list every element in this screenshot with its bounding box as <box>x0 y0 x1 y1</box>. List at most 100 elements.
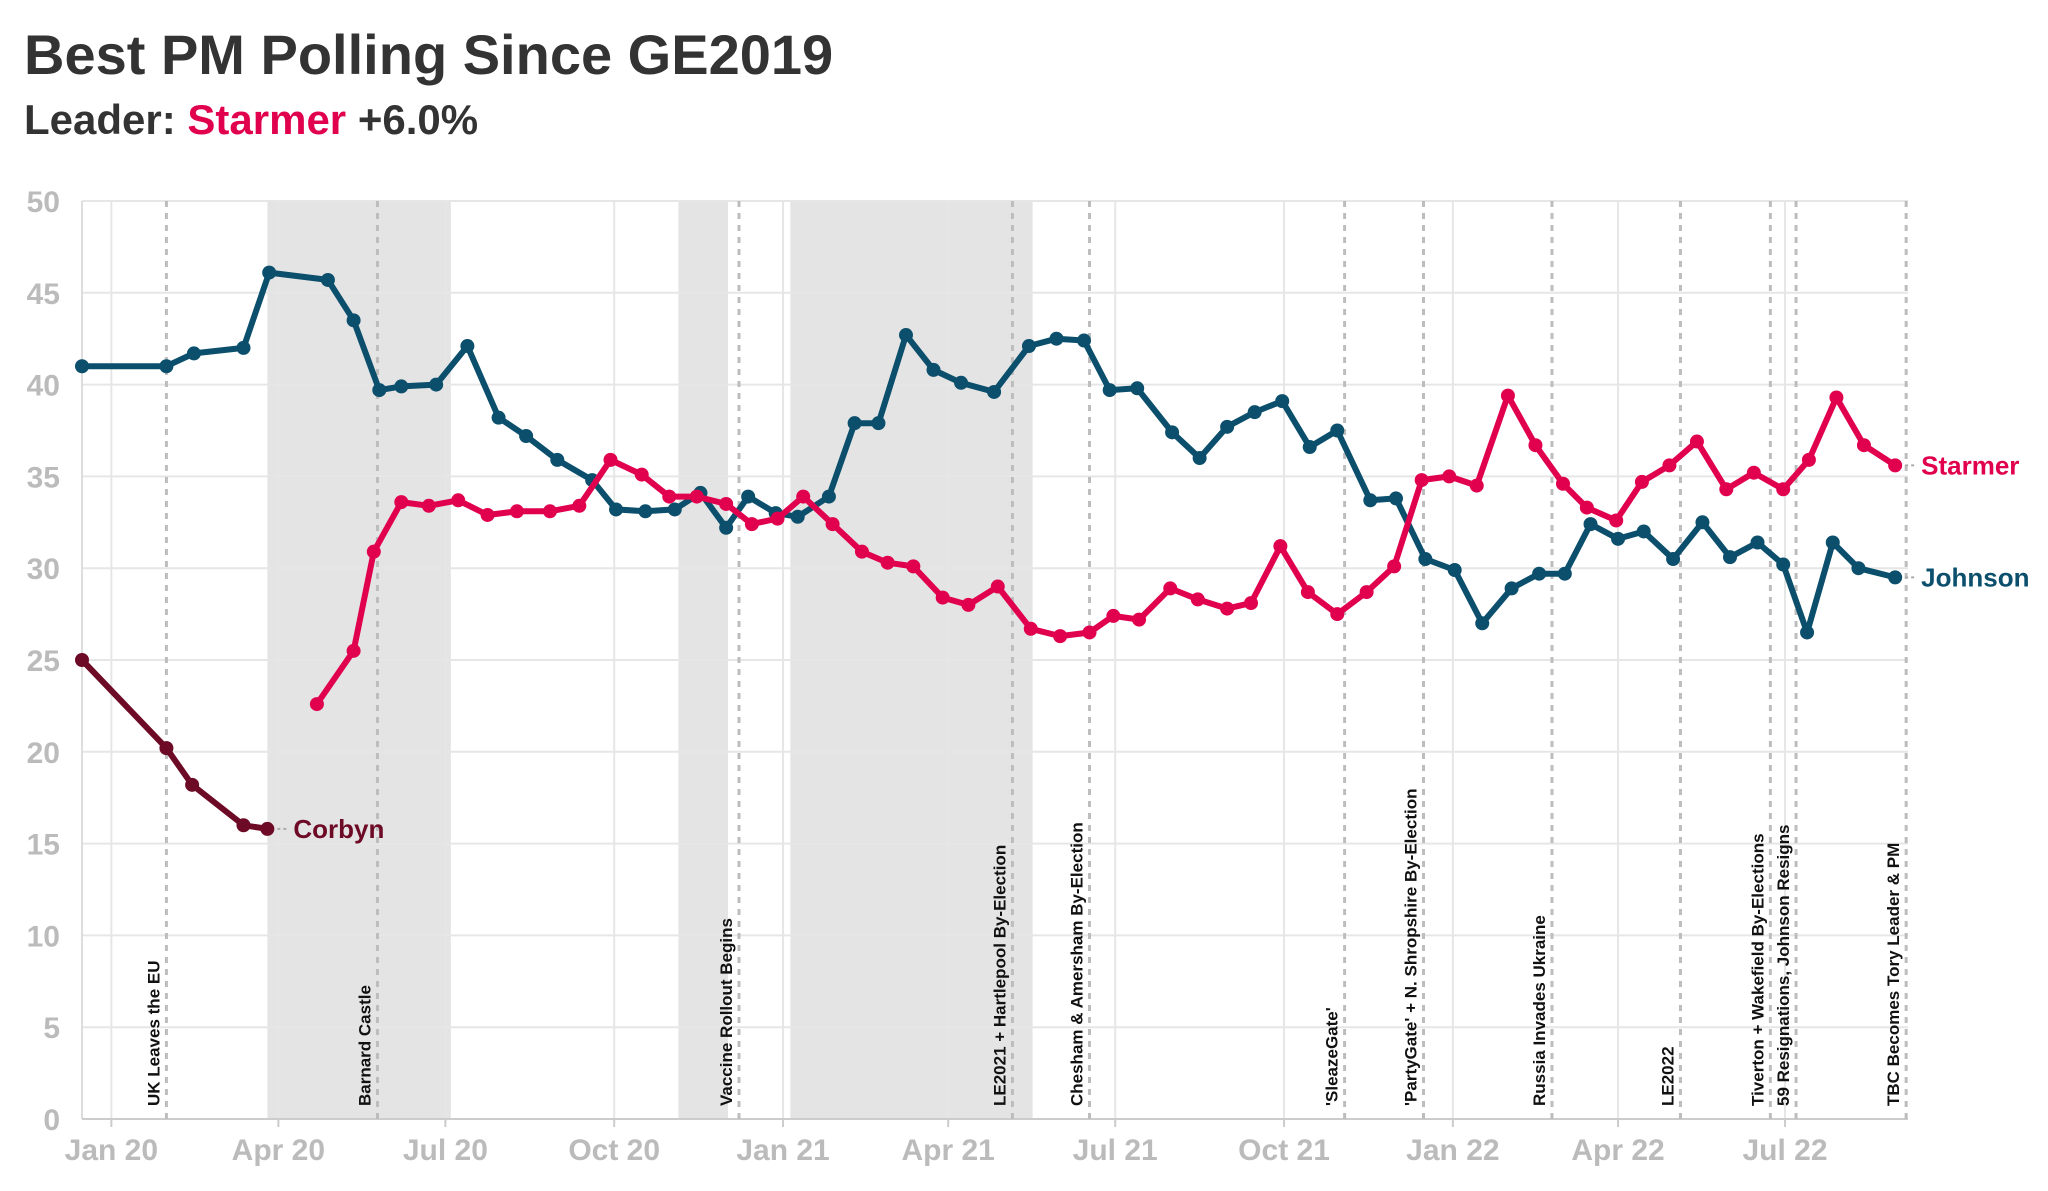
johnson-point-20 <box>719 520 734 535</box>
johnson-point-58 <box>1776 557 1791 572</box>
johnson-point-24 <box>821 489 836 504</box>
johnson-point-57 <box>1750 535 1765 550</box>
starmer-point-33 <box>1220 601 1235 616</box>
corbyn-point-5 <box>260 821 275 836</box>
starmer-point-36 <box>1300 585 1315 600</box>
johnson-point-45 <box>1418 552 1433 567</box>
starmer-point-40 <box>1414 473 1429 488</box>
johnson-point-14 <box>550 452 565 467</box>
johnson-point-7 <box>346 313 361 328</box>
corbyn-point-4 <box>236 818 251 833</box>
x-tick-label-8: Oct 21 <box>1238 1134 1330 1167</box>
johnson-point-47 <box>1475 616 1490 631</box>
starmer-point-19 <box>825 517 840 532</box>
starmer-point-26 <box>1023 621 1038 636</box>
starmer-point-45 <box>1555 476 1570 491</box>
x-tick-label-9: Jan 22 <box>1406 1134 1499 1167</box>
johnson-point-37 <box>1192 451 1207 466</box>
starmer-point-3 <box>366 544 381 559</box>
event-label-6: 'SleazeGate' <box>1323 1007 1342 1106</box>
starmer-point-55 <box>1829 390 1844 405</box>
johnson-point-59 <box>1800 625 1815 640</box>
corbyn-point-3 <box>185 777 200 792</box>
johnson-point-53 <box>1636 524 1651 539</box>
event-label-10: Tiverton + Wakefield By-Elections <box>1748 833 1767 1106</box>
johnson-point-28 <box>926 362 941 377</box>
starmer-point-32 <box>1190 592 1205 607</box>
starmer-point-8 <box>509 504 524 519</box>
y-tick-label-10: 10 <box>27 920 60 953</box>
johnson-point-1 <box>75 359 89 374</box>
starmer-point-9 <box>542 504 557 519</box>
starmer-point-24 <box>961 597 976 612</box>
y-tick-label-50: 50 <box>27 186 60 219</box>
johnson-point-60 <box>1825 535 1840 550</box>
starmer-point-10 <box>572 498 587 513</box>
y-tick-label-25: 25 <box>27 645 60 678</box>
johnson-point-6 <box>320 272 335 287</box>
starmer-point-51 <box>1719 482 1734 497</box>
x-tick-label-6: Apr 21 <box>902 1134 995 1167</box>
johnson-point-36 <box>1165 425 1180 440</box>
starmer-point-48 <box>1634 474 1649 489</box>
y-tick-label-0: 0 <box>43 1104 60 1137</box>
starmer-point-1 <box>309 697 324 712</box>
starmer-point-34 <box>1244 596 1259 611</box>
starmer-point-2 <box>346 643 361 658</box>
johnson-point-38 <box>1220 419 1235 434</box>
johnson-series-label: Johnson <box>1921 562 2029 592</box>
starmer-point-50 <box>1689 434 1704 449</box>
johnson-point-21 <box>741 489 756 504</box>
starmer-point-14 <box>689 489 704 504</box>
y-tick-label-45: 45 <box>27 278 60 311</box>
johnson-point-56 <box>1722 550 1737 565</box>
johnson-point-5 <box>262 265 277 280</box>
johnson-point-43 <box>1363 493 1378 508</box>
johnson-point-25 <box>847 416 862 431</box>
johnson-point-48 <box>1504 581 1519 596</box>
subtitle-prefix: Leader: <box>24 96 188 143</box>
starmer-point-20 <box>854 544 869 559</box>
johnson-point-31 <box>1021 339 1036 354</box>
starmer-point-35 <box>1273 539 1288 554</box>
johnson-point-23 <box>790 509 805 524</box>
johnson-point-11 <box>460 339 475 354</box>
starmer-point-25 <box>990 579 1005 594</box>
starmer-point-6 <box>451 493 466 508</box>
starmer-point-23 <box>935 590 950 605</box>
starmer-point-5 <box>421 498 436 513</box>
corbyn-line <box>79 657 271 832</box>
johnson-point-33 <box>1077 333 1092 348</box>
johnson-point-61 <box>1851 561 1866 576</box>
johnson-point-16 <box>609 502 624 517</box>
starmer-point-49 <box>1662 458 1677 473</box>
y-tick-label-20: 20 <box>27 737 60 770</box>
johnson-point-62 <box>1888 570 1903 585</box>
starmer-point-46 <box>1579 500 1594 515</box>
event-label-1: UK Leaves the EU <box>144 961 163 1107</box>
x-tick-label-3: Jul 20 <box>403 1134 488 1167</box>
starmer-point-15 <box>719 496 734 511</box>
starmer-series-label: Starmer <box>1921 450 2019 480</box>
x-tick-label-2: Apr 20 <box>232 1134 325 1167</box>
chart-subtitle: Leader: Starmer +6.0% <box>24 96 478 144</box>
starmer-point-4 <box>394 495 409 510</box>
x-tick-label-5: Jan 21 <box>736 1134 829 1167</box>
johnson-point-17 <box>638 504 653 519</box>
johnson-point-55 <box>1695 515 1710 530</box>
starmer-point-11 <box>603 452 618 467</box>
axis: 0 5 10 15 20 25 30 35 40 45 50 Jan 20 Apr 20 Jul 20 Oc… <box>27 186 1908 1167</box>
starmer-point-17 <box>770 511 785 526</box>
starmer-point-29 <box>1106 608 1121 623</box>
y-tick-label-15: 15 <box>27 829 60 862</box>
event-label-12: TBC Becomes Tory Leader & PM <box>1884 843 1903 1106</box>
x-tick-label-11: Jul 22 <box>1743 1134 1828 1167</box>
series-layer <box>75 265 1903 836</box>
series-labels: Johnson Starmer Corbyn <box>277 450 2029 844</box>
starmer-point-52 <box>1746 465 1761 480</box>
johnson-point-18 <box>667 502 682 517</box>
y-tick-label-35: 35 <box>27 461 60 494</box>
johnson-point-32 <box>1049 331 1064 346</box>
